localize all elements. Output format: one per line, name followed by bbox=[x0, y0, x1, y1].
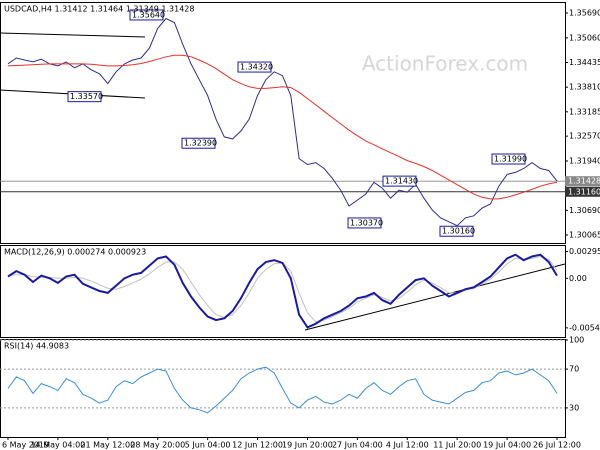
x-tick-label: 14 May 04:00 bbox=[30, 441, 85, 450]
series-line bbox=[7, 255, 558, 323]
annotation-label: 1.32390 bbox=[184, 139, 217, 148]
annotation-label: 1.33570 bbox=[70, 92, 103, 101]
x-tick-label: 11 Jul 20:00 bbox=[433, 441, 481, 450]
annotation-label: 1.31430 bbox=[385, 177, 418, 186]
panel-frame bbox=[0, 339, 566, 438]
x-tick-label: 27 Jun 04:00 bbox=[332, 441, 383, 450]
annotation-box bbox=[491, 153, 526, 165]
series-line bbox=[7, 253, 558, 329]
annotation-label: 1.34320 bbox=[240, 63, 273, 72]
panel-title: RSI(14) 44.9083 bbox=[4, 342, 69, 351]
annotation-label: 1.31990 bbox=[494, 155, 527, 164]
annotation-box bbox=[129, 9, 164, 21]
y-tick-label: 1.35060 bbox=[569, 33, 600, 42]
series-line bbox=[7, 17, 558, 227]
x-tick-label: 19 Jun 20:00 bbox=[282, 441, 333, 450]
y-tick-label: 1.30065 bbox=[569, 230, 600, 239]
annotation-box bbox=[382, 175, 417, 187]
annotation-box bbox=[439, 225, 474, 237]
panel-title: USDCAD,H4 1.31412 1.31464 1.31349 1.3142… bbox=[4, 5, 194, 14]
y-tick-label: 30 bbox=[569, 403, 579, 412]
y-tick-label: 1.33810 bbox=[569, 83, 600, 92]
x-tick-label: 19 Jul 04:00 bbox=[483, 441, 531, 450]
y-tick-label: 1.33185 bbox=[569, 107, 600, 116]
channel-line bbox=[0, 32, 146, 38]
y-tick-label: 1.34435 bbox=[569, 58, 600, 67]
x-tick-label: 28 May 20:00 bbox=[130, 441, 185, 450]
price-tag-label: 1.31160 bbox=[568, 187, 600, 196]
x-tick-label: 5 Jun 04:00 bbox=[185, 441, 231, 450]
watermark: ActionForex.com bbox=[362, 52, 528, 76]
annotation-box bbox=[347, 217, 382, 229]
y-tick-label: 1.30690 bbox=[569, 206, 600, 215]
annotation-label: 1.30370 bbox=[350, 218, 383, 227]
annotation-label: 1.30160 bbox=[442, 227, 475, 236]
x-tick-label: 4 Jul 12:00 bbox=[386, 441, 429, 450]
y-tick-label: 0.00295 bbox=[569, 247, 600, 256]
annotation-box bbox=[237, 61, 272, 73]
panel-frame bbox=[0, 2, 566, 244]
x-tick-label: 12 Jun 12:00 bbox=[232, 441, 283, 450]
x-tick-label: 6 May 2019 bbox=[2, 441, 49, 450]
annotation-box bbox=[67, 91, 102, 103]
y-tick-label: 1.31940 bbox=[569, 156, 600, 165]
panel-frame bbox=[0, 245, 566, 338]
y-tick-label: 1.32570 bbox=[569, 132, 600, 141]
annotation-box bbox=[181, 137, 216, 149]
price-tag bbox=[565, 186, 600, 197]
series-line bbox=[7, 54, 558, 200]
y-tick-label: 0.00 bbox=[569, 274, 587, 283]
annotation-label: 1.35640 bbox=[132, 10, 165, 19]
x-tick-label: 21 May 12:00 bbox=[80, 441, 135, 450]
series-line bbox=[7, 366, 558, 414]
trend-line bbox=[304, 263, 566, 331]
price-tag-label: 1.31428 bbox=[568, 177, 600, 186]
x-tick-label: 26 Jul 12:00 bbox=[533, 441, 581, 450]
y-tick-label: -0.005455 bbox=[569, 323, 600, 332]
y-tick-label: 1.35690 bbox=[569, 8, 600, 17]
price-tag bbox=[565, 176, 600, 187]
y-tick-label: 100 bbox=[569, 336, 584, 345]
panel-title: MACD(12,26,9) 0.000274 0.000923 bbox=[4, 248, 146, 257]
y-tick-label: 70 bbox=[569, 365, 579, 374]
